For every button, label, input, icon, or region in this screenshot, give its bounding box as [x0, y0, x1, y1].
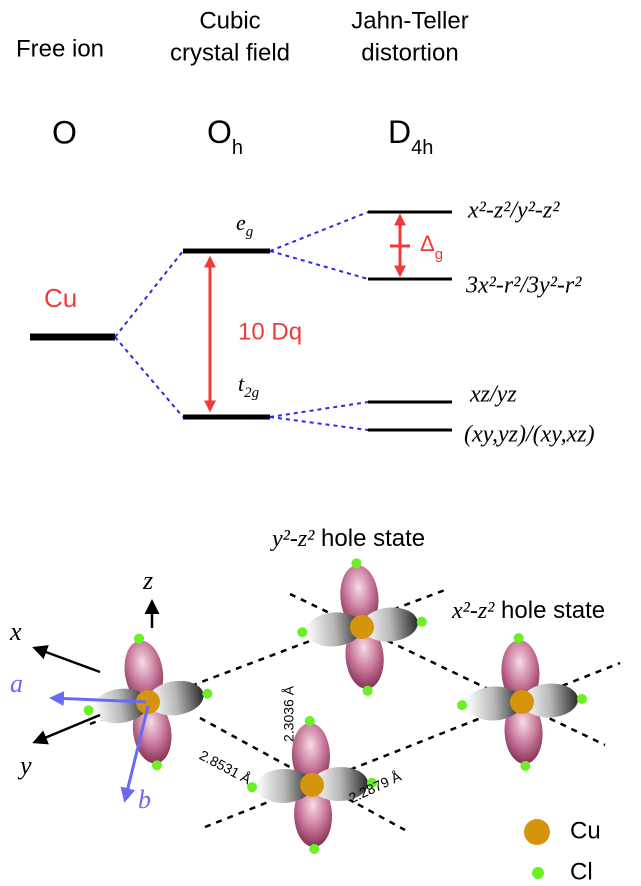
legend-swatch — [532, 867, 544, 879]
orbital-label: 3x²-r²/3y²-r² — [465, 273, 582, 299]
symmetry: D4h — [388, 114, 433, 159]
header: crystal field — [170, 39, 290, 66]
orbital-label: xz/yz — [469, 382, 517, 408]
hole-state-label: y²-z² hole state — [270, 525, 425, 552]
axis-label: y — [17, 751, 32, 780]
axis-label: z — [142, 566, 153, 595]
splitting-label: Δg — [420, 231, 443, 263]
distance-label: 2.8531 Å — [197, 747, 255, 788]
ion-label: Cu — [44, 283, 77, 313]
legend-label: Cu — [570, 817, 601, 844]
orbital — [453, 630, 590, 775]
level-label: eg — [236, 210, 254, 240]
header: distortion — [361, 39, 458, 66]
symmetry: Oh — [207, 114, 243, 159]
axis-arrow — [35, 648, 100, 672]
level-label: t2g — [238, 371, 260, 401]
header: Free ion — [16, 35, 104, 62]
axis-label: b — [138, 785, 151, 814]
hole-state-label: x²-z² hole state — [451, 597, 605, 624]
header: Cubic — [199, 7, 260, 34]
legend-label: Cl — [570, 858, 593, 885]
header: Jahn-Teller — [351, 7, 468, 34]
legend: Cu Cl — [524, 817, 601, 885]
orbital-label: x²-z²/y²-z² — [467, 198, 560, 224]
axis-arrow — [35, 715, 100, 742]
splitting-label: 10 Dq — [238, 318, 302, 345]
orbital — [291, 553, 433, 702]
distance-label: 2.3036 Å — [281, 685, 297, 742]
diagram: Free ion Cubic crystal field Jahn-Teller… — [0, 0, 641, 886]
orbital-label: (xy,yz)/(xy,xz) — [464, 422, 595, 448]
axis-label: x — [9, 617, 22, 646]
symmetry: O — [52, 114, 77, 150]
axis-label: a — [10, 669, 23, 698]
legend-swatch — [524, 819, 550, 845]
